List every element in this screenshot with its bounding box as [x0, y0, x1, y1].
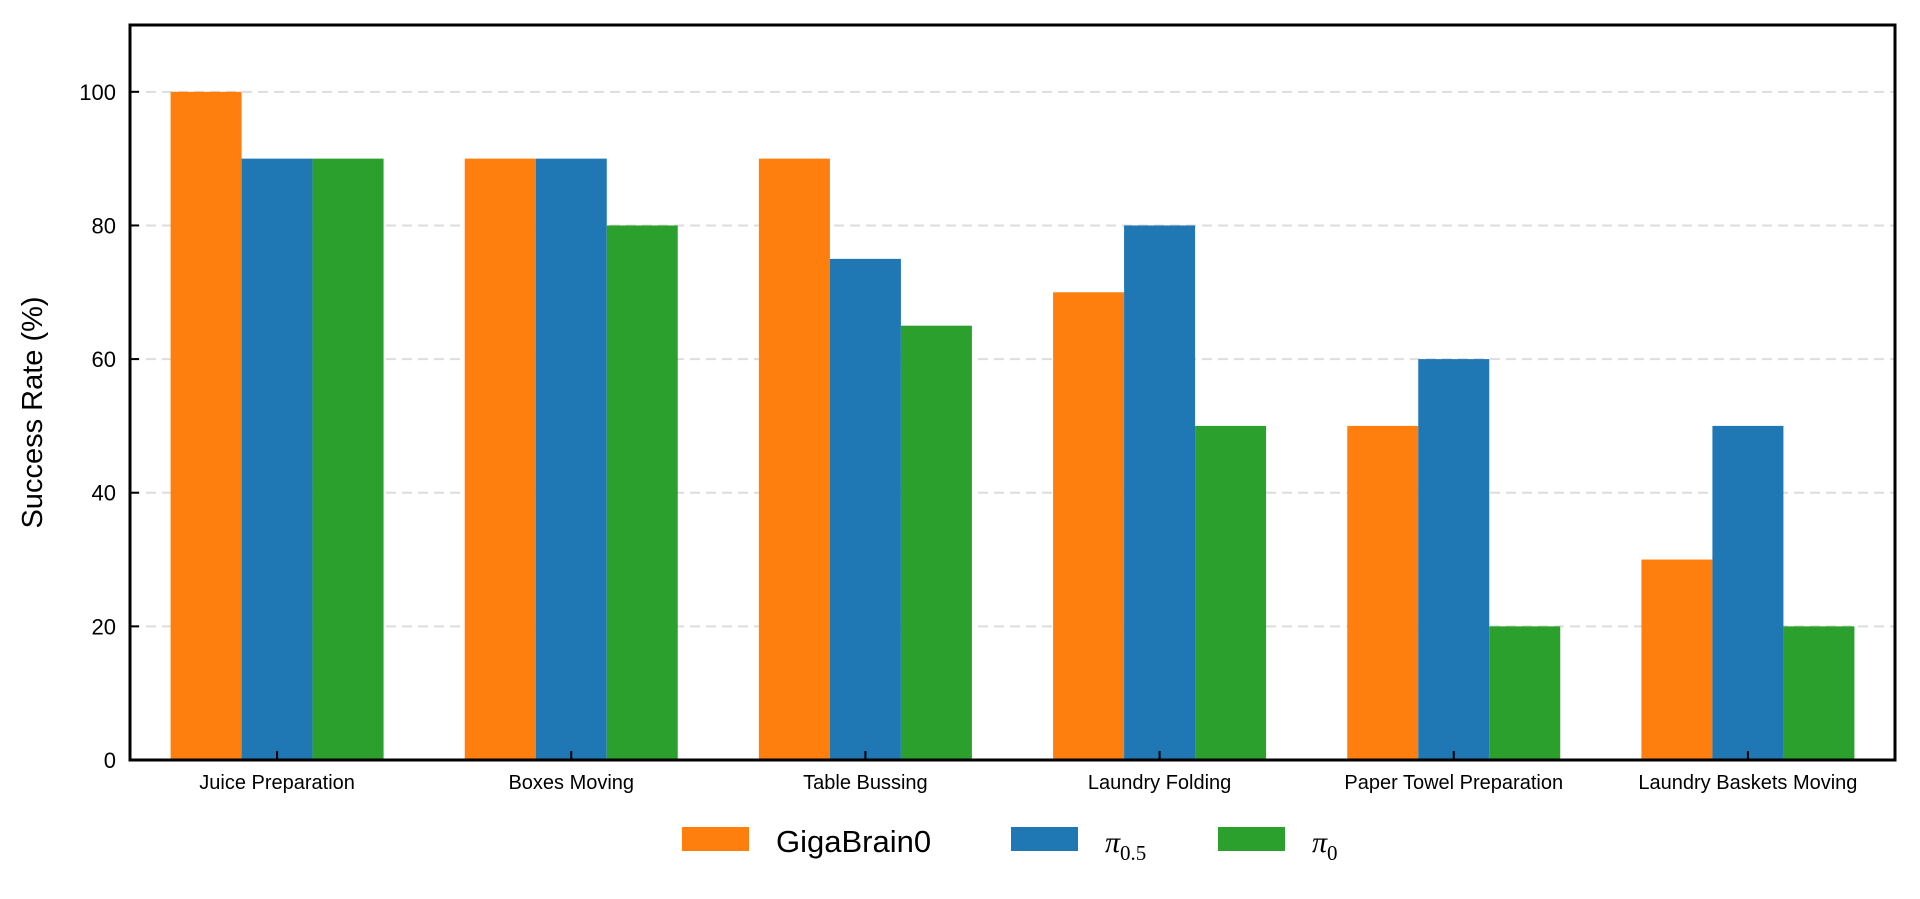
bar [900, 325, 972, 760]
legend-label: π0 [1312, 826, 1338, 865]
bar [1347, 425, 1419, 760]
legend-swatch [682, 827, 749, 851]
x-tick-label: Laundry Folding [1088, 772, 1231, 794]
x-tick-label: Laundry Baskets Moving [1638, 772, 1857, 794]
legend-swatch [1218, 827, 1285, 851]
bar [170, 91, 242, 761]
y-tick-label: 100 [79, 80, 116, 105]
bar [241, 158, 313, 761]
axes [128, 23, 1897, 762]
x-tick-label: Table Bussing [803, 772, 928, 794]
x-tick-label: Paper Towel Preparation [1344, 772, 1563, 794]
grid-lines [130, 90, 1895, 628]
y-tick-label: 20 [92, 614, 116, 639]
x-tick-label: Boxes Moving [508, 772, 634, 794]
x-tick-labels: Juice Preparation Boxes Moving Table Bussi… [199, 772, 1857, 794]
bar [1418, 359, 1490, 760]
bar [1712, 425, 1784, 760]
bar [1124, 225, 1196, 761]
bar [312, 158, 384, 761]
x-tick-label: Juice Preparation [199, 772, 355, 794]
bar [606, 225, 678, 761]
bars [170, 91, 1855, 761]
legend: GigaBrain0 π0.5 π0 [682, 824, 1338, 865]
bar [535, 158, 607, 761]
bar [758, 158, 830, 761]
y-tick-label: 60 [92, 347, 116, 372]
bar [464, 158, 536, 761]
axes-frame [128, 23, 1897, 762]
bar [1489, 626, 1561, 760]
bar [1053, 292, 1125, 760]
bar [1195, 425, 1267, 760]
legend-label: GigaBrain0 [776, 824, 931, 859]
legend-label: π0.5 [1105, 826, 1146, 865]
y-tick-label: 40 [92, 481, 116, 506]
bar [829, 258, 901, 760]
legend-swatch [1011, 827, 1078, 851]
y-tick-labels: 0 20 40 60 80 100 [79, 80, 116, 773]
y-axis-label: Success Rate (%) [17, 296, 49, 528]
y-tick-label: 0 [104, 748, 116, 773]
y-tick-label: 80 [92, 213, 116, 238]
bar [1783, 626, 1855, 760]
bar [1641, 559, 1713, 760]
